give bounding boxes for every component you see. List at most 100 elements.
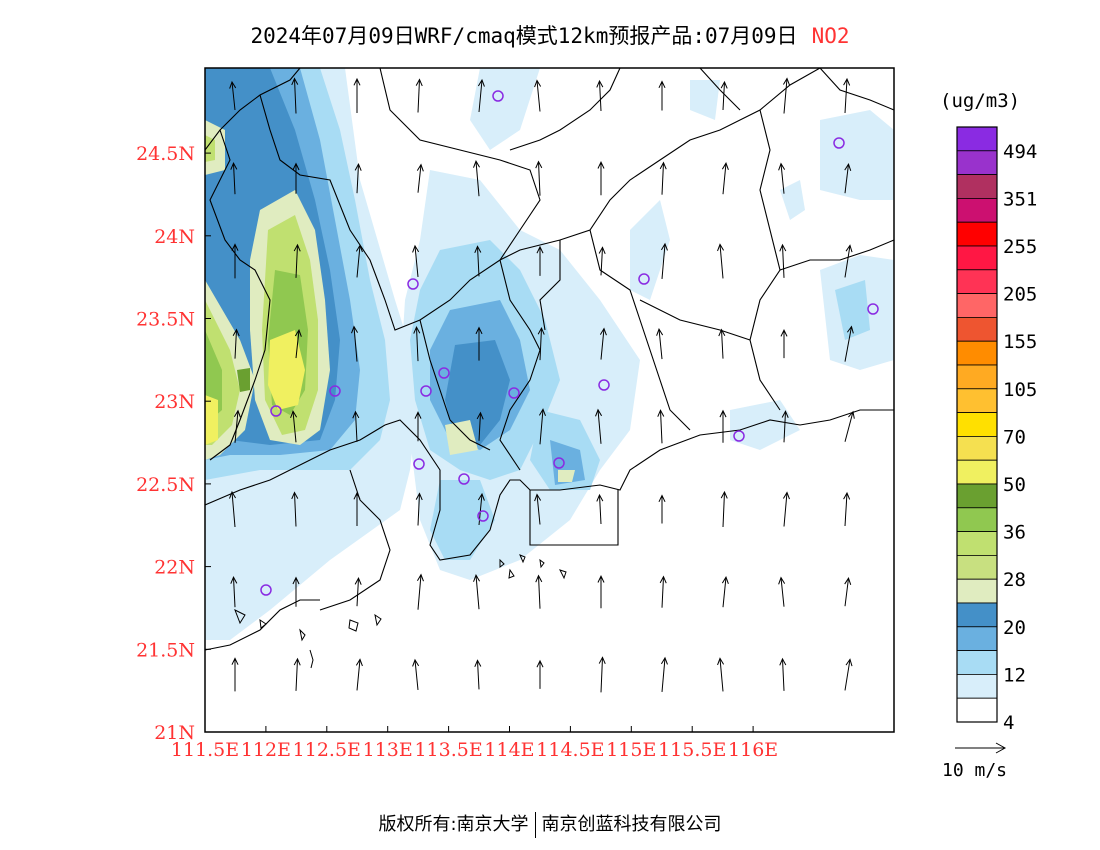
- wind-arrow: [230, 162, 238, 195]
- footer-right: 南京创蓝科技有限公司: [541, 814, 722, 835]
- lat-tick-label: 23.5N: [136, 309, 195, 331]
- wind-arrow: [351, 325, 359, 362]
- legend-swatch: [956, 483, 998, 509]
- no2-concentration-field: [205, 68, 894, 640]
- wind-arrow: [778, 162, 786, 194]
- lat-tick-label: 23N: [154, 391, 195, 413]
- station-marker: [413, 458, 425, 470]
- wind-arrow: [719, 409, 727, 443]
- wind-arrow: [294, 328, 302, 359]
- legend-label: 205: [1003, 284, 1037, 306]
- wind-arrow: [598, 656, 606, 693]
- wind-arrow: [537, 326, 545, 361]
- wind-arrow: [782, 77, 790, 114]
- legend-label: 351: [1003, 188, 1037, 210]
- legend-swatch: [956, 626, 998, 651]
- wind-arrow: [782, 491, 790, 527]
- station-marker: [270, 405, 282, 417]
- station-marker: [867, 303, 879, 315]
- wind-arrow: [355, 658, 363, 691]
- lat-tick-label: 22.5N: [136, 474, 195, 496]
- wind-arrow: [721, 162, 729, 195]
- wind-arrow: [778, 576, 786, 607]
- legend-swatch: [956, 245, 998, 271]
- station-marker: [420, 385, 432, 397]
- legend-label: 36: [1003, 522, 1026, 544]
- legend-swatch: [956, 697, 998, 723]
- wind-arrow: [780, 328, 788, 359]
- legend-label: 20: [1003, 617, 1026, 639]
- wind-arrow: [412, 244, 420, 277]
- lon-tick-label: 114E: [484, 739, 534, 761]
- station-marker: [407, 278, 419, 290]
- wind-arrow: [844, 577, 852, 607]
- wind-arrow: [473, 160, 481, 197]
- legend-label: 28: [1003, 569, 1026, 591]
- footer-left: 版权所有:南京大学: [378, 814, 529, 835]
- wind-scale-arrow: [955, 742, 1007, 754]
- wind-arrow: [292, 576, 300, 607]
- wind-arrow: [843, 491, 851, 527]
- wind-arrow: [293, 657, 301, 691]
- wind-arrow: [352, 410, 360, 442]
- wind-arrow: [660, 242, 668, 279]
- lon-tick-label: 113.5E: [414, 739, 482, 761]
- wind-arrow: [599, 327, 607, 360]
- legend-label: 255: [1003, 236, 1037, 258]
- longitude-axis: 111.5E 112E 112.5E 113E 113.5E 114E 114.5E 115E…: [171, 726, 778, 761]
- lat-tick-label: 21.5N: [136, 639, 195, 661]
- wind-arrow: [844, 410, 855, 442]
- wind-arrow: [844, 244, 853, 278]
- wind-arrow: [473, 574, 481, 610]
- wind-arrow: [232, 328, 240, 359]
- legend-swatch: [956, 412, 998, 437]
- wind-arrow: [659, 161, 667, 195]
- chart-title: 2024年07月09日WRF/cmaq模式12km预报产品:07月09日 NO2: [0, 20, 1100, 50]
- islands: [234, 554, 567, 669]
- wind-arrow: [416, 573, 424, 610]
- pollutant-label: NO2: [811, 24, 850, 48]
- wind-arrow: [659, 575, 667, 608]
- wind-arrow: [534, 493, 542, 525]
- wind-arrow: [412, 658, 420, 690]
- wind-arrow: [844, 325, 854, 362]
- lat-tick-label: 24N: [154, 226, 195, 248]
- wind-arrow: [413, 325, 421, 362]
- legend-swatch: [956, 174, 998, 199]
- wind-arrow: [595, 408, 603, 444]
- lon-tick-label: 115.5E: [658, 739, 726, 761]
- station-marker: [458, 473, 470, 485]
- wind-arrow: [354, 163, 362, 194]
- wind-arrow: [476, 411, 484, 441]
- wind-arrow: [231, 657, 239, 692]
- lon-tick-label: 112E: [241, 739, 291, 761]
- wind-arrow: [231, 243, 239, 279]
- copyright-footer: 版权所有:南京大学 南京创蓝科技有限公司: [0, 810, 1100, 838]
- wind-arrow: [660, 656, 668, 692]
- color-legend: 494 351 255 205 155 105 70 50 36 28 20 12 4: [956, 126, 1037, 734]
- wind-arrow: [720, 80, 728, 111]
- legend-swatch: [956, 293, 998, 318]
- wind-arrow: [718, 328, 726, 359]
- wind-arrow: [291, 491, 299, 527]
- legend-swatch: [956, 221, 998, 247]
- lon-tick-label: 111.5E: [171, 739, 239, 761]
- latitude-axis: 21N 21.5N 22N 22.5N 23N 23.5N 24N 24.5N: [136, 143, 211, 744]
- station-marker: [598, 379, 610, 391]
- wind-arrow: [475, 326, 483, 361]
- wind-arrow: [720, 490, 728, 528]
- legend-swatch: [956, 197, 998, 223]
- legend-label: 155: [1003, 331, 1037, 353]
- legend-swatch: [956, 578, 998, 604]
- wind-arrow: [779, 657, 787, 691]
- wind-arrow: [292, 162, 300, 194]
- wind-arrow: [534, 79, 542, 112]
- wind-arrow: [598, 246, 606, 276]
- legend-swatch: [956, 531, 998, 556]
- wind-arrow: [597, 575, 605, 609]
- wind-arrow: [229, 80, 237, 111]
- wind-arrow: [415, 78, 423, 113]
- legend-swatch: [956, 507, 998, 532]
- legend-frame: [956, 126, 998, 723]
